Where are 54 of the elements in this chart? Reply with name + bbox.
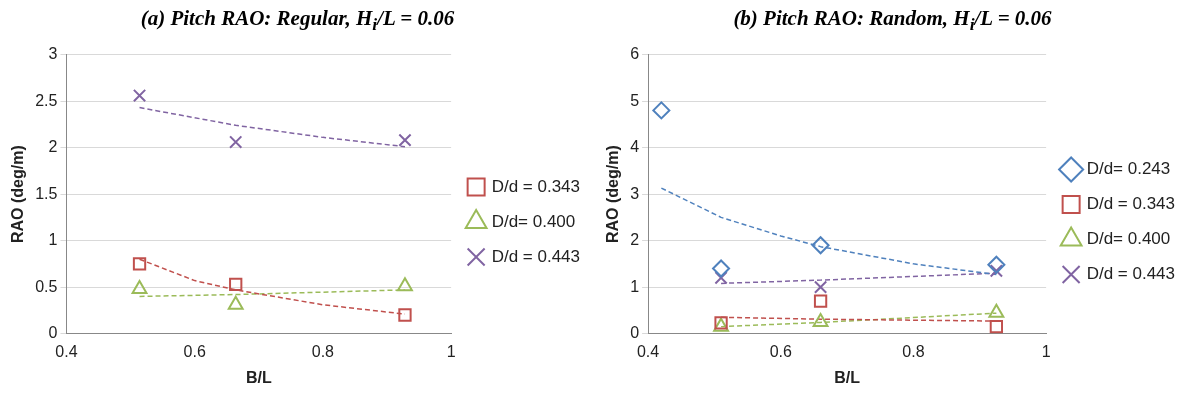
point bbox=[812, 312, 829, 327]
legend-label: D/d= 0.400 bbox=[491, 211, 576, 231]
y-tick-label: 6 bbox=[630, 45, 640, 63]
point bbox=[398, 308, 412, 322]
point bbox=[989, 319, 1004, 334]
x-tick-label: 0.6 bbox=[769, 342, 792, 360]
point bbox=[652, 101, 671, 120]
y-tick-label: 5 bbox=[630, 91, 640, 109]
x-tick-label: 1 bbox=[446, 342, 456, 360]
x-tick-label: 0.8 bbox=[311, 342, 335, 360]
y-axis-title: RAO (deg/m) bbox=[9, 145, 27, 243]
x-axis-title: B/L bbox=[834, 368, 861, 386]
y-tick-label: 1 bbox=[630, 277, 640, 295]
point bbox=[813, 294, 828, 308]
y-tick-label: 3 bbox=[630, 184, 640, 202]
chart-title: (b) Pitch RAO: Random, H$_{i}$/L = 0.06 bbox=[732, 5, 1053, 37]
point bbox=[229, 135, 243, 149]
legend-label: D/d= 0.400 bbox=[1086, 229, 1171, 249]
point bbox=[987, 255, 1006, 274]
legend-label: D/d = 0.443 bbox=[1086, 264, 1175, 284]
y-tick-label: 2.5 bbox=[35, 91, 58, 109]
x-tick-label: 0.4 bbox=[636, 342, 660, 360]
point bbox=[811, 236, 830, 255]
y-axis-title: RAO (deg/m) bbox=[604, 145, 622, 243]
y-tick-label: 0 bbox=[48, 324, 58, 342]
y-tick-label: 2 bbox=[48, 138, 58, 156]
x-tick-label: 0.8 bbox=[902, 342, 925, 360]
point bbox=[988, 303, 1005, 318]
x-tick-label: 1 bbox=[1041, 342, 1051, 360]
x-tick-label: 0.6 bbox=[183, 342, 206, 360]
y-tick-label: 4 bbox=[630, 138, 640, 156]
legend-label: D/d = 0.343 bbox=[1086, 194, 1175, 214]
chart-title: (a) Pitch RAO: Regular, H$_{i}$/L = 0.06 bbox=[139, 5, 456, 37]
y-tick-label: 1 bbox=[48, 231, 58, 249]
legend-label: D/d = 0.443 bbox=[491, 246, 580, 266]
legend-label: D/d = 0.343 bbox=[491, 176, 580, 196]
point bbox=[229, 277, 243, 291]
point bbox=[398, 133, 412, 147]
y-tick-label: 0.5 bbox=[35, 277, 58, 295]
y-tick-label: 0 bbox=[630, 324, 640, 342]
point bbox=[132, 88, 147, 103]
y-tick-label: 2 bbox=[630, 231, 640, 249]
y-tick-label: 3 bbox=[48, 45, 58, 63]
point bbox=[227, 295, 244, 310]
y-tick-label: 1.5 bbox=[35, 184, 58, 202]
point bbox=[131, 279, 148, 294]
point bbox=[714, 271, 728, 285]
legend-label: D/d= 0.243 bbox=[1086, 159, 1171, 179]
point bbox=[813, 280, 828, 294]
x-axis-title: B/L bbox=[245, 368, 272, 386]
point bbox=[397, 277, 413, 292]
x-tick-label: 0.4 bbox=[55, 342, 78, 360]
point bbox=[132, 257, 147, 271]
point bbox=[712, 259, 731, 278]
